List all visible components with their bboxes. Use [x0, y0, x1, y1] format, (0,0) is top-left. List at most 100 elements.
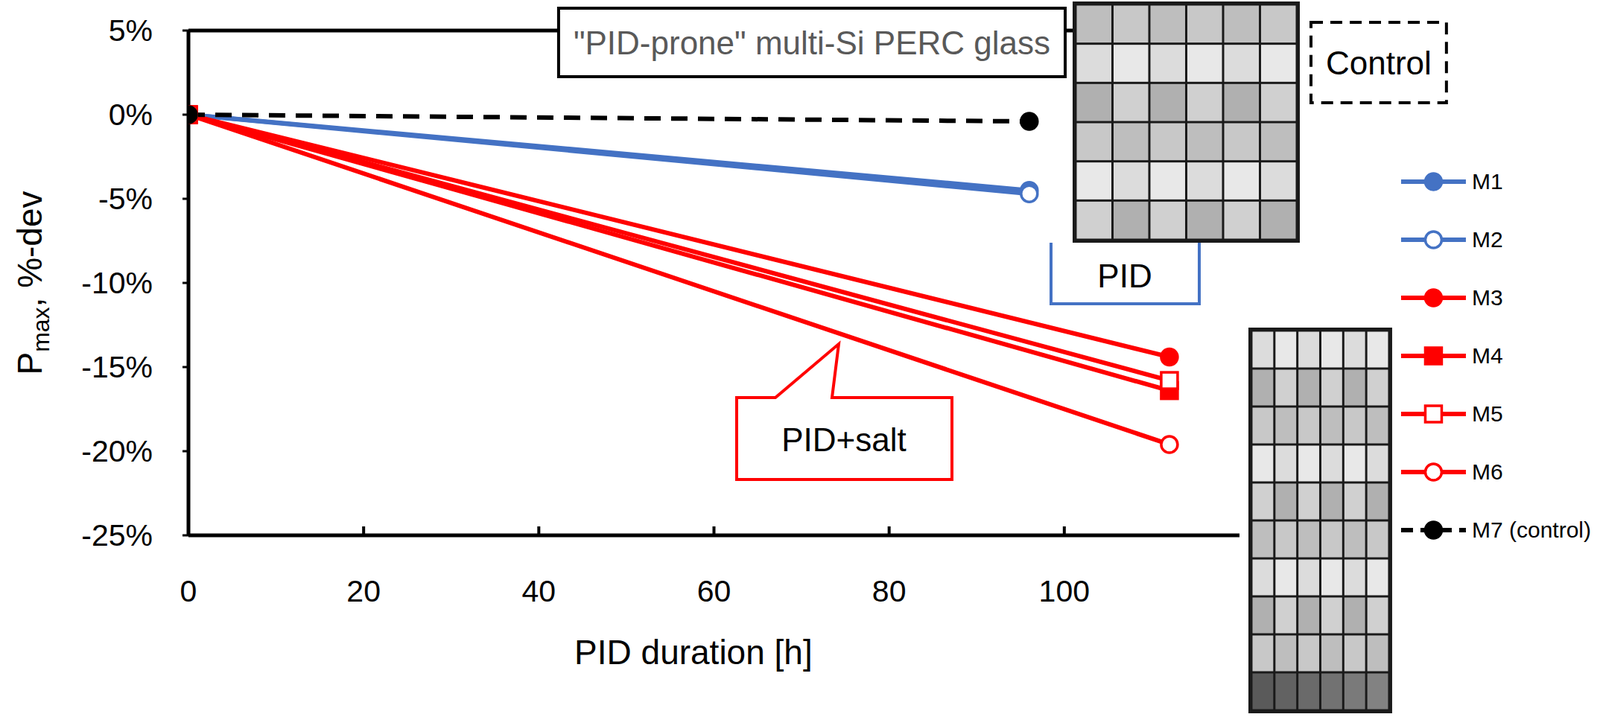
el-cell [1298, 598, 1320, 634]
el-cell [1298, 674, 1320, 710]
el-cell [1252, 484, 1274, 520]
el-cell [1367, 332, 1389, 368]
el-cell [1224, 44, 1260, 82]
x-tick-label: 60 [697, 574, 732, 609]
y-tick-label: -20% [81, 434, 153, 469]
series-line [188, 114, 1030, 122]
el-cell [1224, 84, 1260, 122]
el-cell [1261, 201, 1297, 240]
el-cell [1261, 84, 1297, 122]
el-cell [1113, 201, 1149, 240]
el-cell [1252, 446, 1274, 482]
el-cell [1224, 162, 1260, 200]
el-cell [1150, 5, 1186, 44]
el-cell [1252, 370, 1274, 406]
y-tick [182, 282, 189, 285]
title: "PID-prone" multi-Si PERC glass [573, 24, 1051, 62]
el-cell [1275, 370, 1297, 406]
marker [1021, 113, 1038, 130]
el-cell [1344, 522, 1366, 558]
marker [1021, 185, 1038, 202]
el-cell [1275, 484, 1297, 520]
legend-marker [1424, 231, 1442, 249]
series-line [188, 114, 1170, 392]
el-cell [1275, 522, 1297, 558]
annotation: PID+salt [781, 421, 907, 459]
legend-label: M5 [1471, 401, 1504, 427]
control-box: Control [1310, 22, 1447, 103]
el-cell [1367, 522, 1389, 558]
legend-label: M2 [1471, 227, 1504, 252]
el-cell [1321, 674, 1343, 710]
el-cell [1321, 522, 1343, 558]
el-cell [1187, 162, 1223, 200]
el-cell [1252, 674, 1274, 710]
x-tick [1062, 526, 1066, 536]
el-cell [1224, 201, 1260, 240]
el-image [1248, 327, 1393, 714]
el-cell [1261, 162, 1297, 200]
el-cell [1275, 636, 1297, 672]
el-cell [1275, 408, 1297, 444]
el-cell [1367, 370, 1389, 406]
x-tick [186, 526, 190, 536]
y-title: Pmax, %-dev [10, 190, 55, 375]
y-tick-label: 5% [108, 13, 153, 48]
el-cell [1077, 44, 1113, 82]
marker [188, 106, 197, 123]
el-cell [1113, 84, 1149, 122]
x-tick [537, 526, 541, 536]
el-cell [1187, 201, 1223, 240]
y-tick-label: -15% [81, 350, 153, 385]
el-cell [1275, 560, 1297, 596]
legend-marker [1424, 405, 1442, 423]
marker [188, 106, 197, 123]
el-cell [1321, 598, 1343, 634]
el-image-frame [1248, 327, 1393, 714]
el-cell [1344, 370, 1366, 406]
el-cell [1113, 123, 1149, 161]
el-cell [1344, 484, 1366, 520]
el-cell [1077, 123, 1113, 161]
el-cell [1252, 408, 1274, 444]
annotation: PID [1097, 257, 1152, 295]
legend-marker [1424, 464, 1442, 481]
el-cell [1113, 5, 1149, 44]
y-tick [182, 29, 189, 33]
el-cell [1367, 408, 1389, 444]
el-cell [1187, 5, 1223, 44]
title-frame [558, 8, 1066, 77]
el-cell [1077, 201, 1113, 240]
title-box: "PID-prone" multi-Si PERC glass [558, 8, 1066, 77]
legend-label: M3 [1471, 285, 1504, 310]
el-cell [1187, 44, 1223, 82]
marker [188, 106, 197, 123]
y-tick [182, 198, 189, 201]
el-cell [1261, 5, 1297, 44]
series-line [188, 114, 1170, 445]
y-tick-label: 0% [108, 97, 153, 132]
marker [188, 106, 197, 123]
el-cell [1321, 408, 1343, 444]
marker [188, 106, 197, 123]
el-cell [1298, 408, 1320, 444]
el-cell [1298, 332, 1320, 368]
el-cell [1344, 446, 1366, 482]
x-tick [887, 526, 891, 536]
el-image [1072, 1, 1300, 243]
el-image-frame [1072, 1, 1300, 243]
el-cell [1321, 446, 1343, 482]
y-tick [182, 366, 189, 369]
el-cell [1367, 636, 1389, 672]
el-cell [1321, 332, 1343, 368]
el-cell [1367, 484, 1389, 520]
el-cell [1077, 84, 1113, 122]
el-cell [1344, 674, 1366, 710]
el-cell [1344, 408, 1366, 444]
el-cell [1321, 636, 1343, 672]
el-cell [1298, 636, 1320, 672]
x-tick [362, 526, 365, 536]
x-tick [712, 526, 716, 536]
el-cell [1321, 484, 1343, 520]
y-title-part: , %-dev [10, 190, 50, 307]
